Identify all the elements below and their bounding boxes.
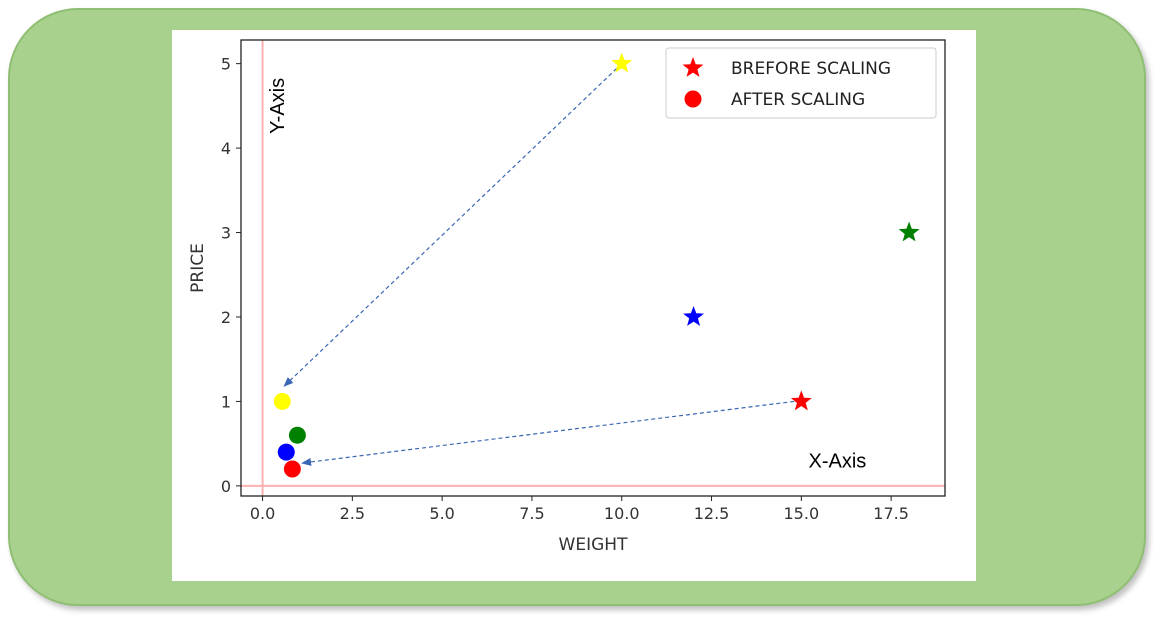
chart-panel: 0.0 2.5 5.0 7.5 10.0 12.5 15.0 17.5 0 1 2 3 4 5 WEIGH… — [172, 30, 976, 581]
x-tick-label: 15.0 — [784, 504, 820, 523]
y-tick-label: 0 — [221, 477, 231, 496]
x-tick-label: 2.5 — [340, 504, 365, 523]
legend: BREFORE SCALING AFTER SCALING — [665, 47, 937, 119]
legend-box — [665, 47, 937, 119]
legend-entry-label: BREFORE SCALING — [731, 59, 891, 79]
x-axis-annotation: X-Axis — [809, 450, 867, 472]
y-axis-label: PRICE — [188, 243, 208, 293]
y-tick-label: 3 — [221, 224, 231, 243]
y-axis-annotation: Y-Axis — [267, 78, 289, 134]
scaling-arrow — [283, 63, 623, 387]
before-scaling-star-marker — [790, 390, 812, 411]
after-scaling-circle-marker — [288, 426, 306, 444]
before-scaling-star-marker — [683, 305, 705, 326]
after-scaling-circle-marker — [283, 460, 301, 478]
y-tick-label: 1 — [221, 392, 231, 411]
before-scaling-star-marker — [898, 221, 920, 242]
before-scaling-star-marker — [611, 52, 633, 73]
after-scaling-circle-marker — [273, 392, 291, 410]
legend-star-marker — [682, 57, 704, 77]
x-tick-label: 10.0 — [604, 504, 640, 523]
after-scaling-circle-marker — [277, 443, 295, 461]
y-tick-label: 5 — [221, 55, 231, 74]
x-tick-label: 7.5 — [519, 504, 544, 523]
scatter-chart: 0.0 2.5 5.0 7.5 10.0 12.5 15.0 17.5 0 1 2 3 4 5 WEIGH… — [188, 39, 946, 555]
y-tick-label: 2 — [221, 308, 231, 327]
x-axis-label: WEIGHT — [559, 535, 629, 555]
x-tick-label: 0.0 — [250, 504, 275, 523]
x-tick-label: 12.5 — [694, 504, 730, 523]
scaling-arrow — [301, 400, 795, 466]
x-tick-label: 5.0 — [429, 504, 454, 523]
legend-circle-marker — [684, 90, 702, 108]
y-tick-label: 4 — [221, 139, 231, 158]
x-tick-label: 17.5 — [873, 504, 909, 523]
legend-entry-label: AFTER SCALING — [731, 90, 865, 110]
plot-area-border — [240, 39, 946, 497]
